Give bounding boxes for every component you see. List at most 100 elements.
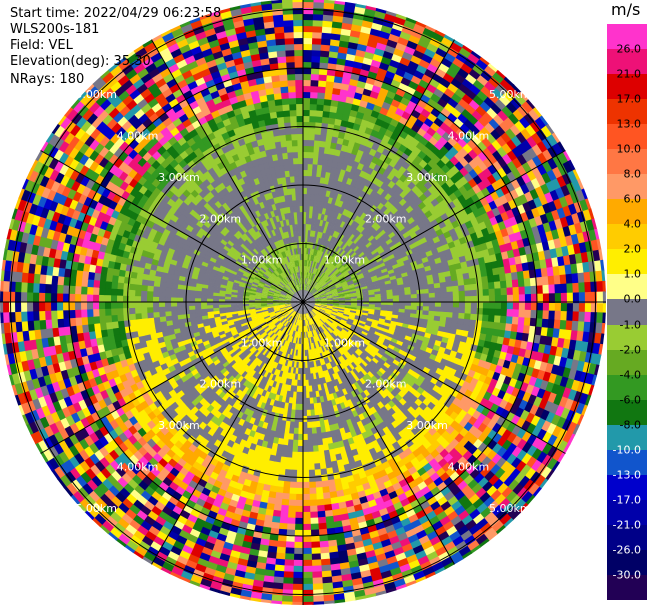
radial-gate bbox=[510, 324, 519, 333]
radial-gate bbox=[361, 375, 369, 383]
radial-gate bbox=[380, 355, 388, 363]
radial-gate bbox=[297, 445, 303, 453]
radial-gate bbox=[333, 320, 340, 325]
radial-gate bbox=[358, 370, 365, 379]
radial-gate bbox=[406, 358, 415, 366]
radial-gate bbox=[307, 312, 312, 319]
radial-gate bbox=[308, 302, 316, 305]
radial-gate bbox=[314, 306, 321, 309]
radial-gate bbox=[342, 374, 349, 383]
radial-gate bbox=[390, 496, 401, 506]
radial-gate bbox=[329, 340, 335, 348]
radial-gate bbox=[327, 545, 339, 554]
radial-gate bbox=[528, 325, 537, 336]
radial-gate bbox=[512, 309, 520, 318]
radial-gate bbox=[350, 325, 358, 331]
radial-gate bbox=[554, 405, 565, 418]
radial-gate bbox=[464, 519, 477, 532]
radial-gate bbox=[578, 302, 586, 313]
radial-gate bbox=[556, 452, 566, 464]
radial-gate bbox=[297, 439, 303, 447]
radial-gate bbox=[334, 428, 342, 437]
radial-gate bbox=[332, 514, 342, 523]
radial-gate bbox=[315, 487, 324, 495]
radial-gate bbox=[470, 307, 478, 315]
radial-gate bbox=[309, 311, 314, 318]
radial-gate bbox=[319, 333, 325, 340]
radial-gate bbox=[327, 335, 333, 342]
radial-gate bbox=[347, 371, 354, 379]
radial-gate bbox=[530, 386, 541, 398]
radial-gate bbox=[350, 390, 358, 398]
radial-gate bbox=[315, 390, 320, 398]
radial-gate bbox=[308, 481, 316, 489]
radial-gate bbox=[294, 517, 303, 525]
radial-gate bbox=[348, 517, 359, 526]
radial-gate bbox=[364, 347, 372, 355]
radial-gate bbox=[304, 361, 308, 369]
radial-gate bbox=[340, 330, 348, 336]
radial-gate bbox=[298, 409, 303, 417]
radial-gate bbox=[98, 286, 106, 296]
radial-gate bbox=[283, 559, 294, 567]
radial-gate bbox=[323, 351, 328, 359]
radial-gate bbox=[110, 294, 118, 302]
radial-gate bbox=[476, 302, 484, 309]
radial-gate bbox=[354, 509, 365, 519]
radial-gate bbox=[432, 324, 440, 332]
radial-gate bbox=[520, 453, 533, 466]
radial-gate bbox=[305, 307, 308, 314]
radial-gate bbox=[303, 308, 305, 315]
radial-gate bbox=[467, 524, 481, 537]
radial-gate bbox=[326, 303, 334, 306]
radial-gate bbox=[332, 308, 339, 311]
radial-gate bbox=[306, 306, 312, 312]
radial-gate bbox=[341, 317, 348, 322]
radial-gate bbox=[310, 421, 317, 429]
radial-gate bbox=[351, 302, 358, 305]
radial-gate bbox=[316, 510, 326, 518]
radial-gate bbox=[359, 362, 366, 370]
radial-gate bbox=[361, 330, 369, 337]
radial-gate bbox=[552, 328, 561, 339]
radial-gate bbox=[329, 355, 335, 362]
radial-gate bbox=[364, 593, 377, 599]
radial-gate bbox=[313, 457, 320, 465]
radial-gate bbox=[440, 302, 448, 308]
radial-gate bbox=[504, 323, 513, 333]
radial-gate bbox=[368, 306, 376, 310]
radial-gate bbox=[537, 343, 546, 355]
radial-gate bbox=[301, 571, 313, 579]
radial-gate bbox=[325, 321, 331, 327]
radial-gate bbox=[456, 323, 464, 331]
radial-gate bbox=[116, 313, 124, 322]
radial-gate bbox=[301, 577, 313, 585]
radial-gate bbox=[320, 303, 328, 306]
radial-gate bbox=[38, 282, 46, 293]
radial-gate bbox=[321, 325, 327, 331]
radial-gate bbox=[337, 550, 348, 559]
radial-gate bbox=[314, 384, 319, 392]
radial-gate bbox=[531, 342, 540, 353]
radial-gate bbox=[535, 318, 543, 329]
radial-gate bbox=[356, 326, 364, 332]
radial-gate bbox=[340, 482, 350, 491]
radial-gate bbox=[2, 290, 10, 302]
radial-gate bbox=[560, 302, 568, 313]
radial-gate bbox=[355, 515, 366, 524]
radial-gate bbox=[324, 350, 330, 358]
radial-gate bbox=[311, 349, 315, 356]
radial-gate bbox=[530, 459, 543, 473]
radial-gate bbox=[546, 446, 558, 460]
radial-gate bbox=[298, 421, 303, 429]
radial-gate bbox=[567, 433, 576, 446]
radial-gate bbox=[320, 305, 327, 308]
radial-gate bbox=[310, 553, 321, 561]
radial-gate bbox=[312, 397, 318, 404]
radial-gate bbox=[341, 316, 349, 321]
radial-gate bbox=[309, 311, 314, 318]
radial-gate bbox=[313, 307, 320, 311]
radial-gate bbox=[521, 391, 532, 404]
radial-gate bbox=[340, 395, 348, 403]
radial-gate bbox=[326, 437, 333, 445]
